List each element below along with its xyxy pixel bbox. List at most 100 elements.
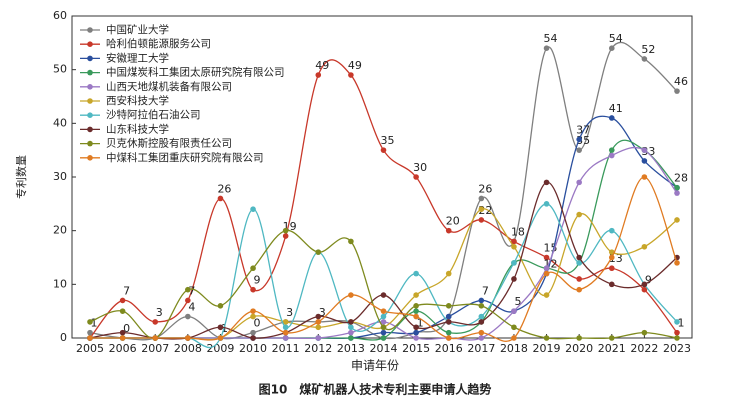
point (119, 329, 126, 336)
legend-marker (87, 112, 93, 118)
x-tick-label: 2014 (370, 342, 398, 355)
data-label: 1 (91, 317, 98, 330)
legend: 中国矿业大学哈利伯顿能源服务公司安徽理工大学中国煤炭科工集团太原研究院有限公司山… (80, 23, 285, 164)
point (380, 308, 387, 314)
point (445, 227, 452, 234)
point (185, 286, 191, 293)
point (478, 297, 485, 304)
x-tick-label: 2017 (467, 342, 495, 355)
point (315, 335, 322, 341)
point (315, 249, 322, 255)
point (445, 335, 452, 341)
y-tick-label: 40 (53, 116, 67, 129)
point (478, 313, 485, 320)
x-tick-label: 2018 (500, 342, 528, 355)
point (641, 281, 648, 288)
point (608, 147, 615, 153)
point (119, 297, 126, 304)
y-axis-label: 专利数量 (14, 155, 28, 199)
legend-label: 山西天地煤机装备有限公司 (106, 80, 232, 93)
point (608, 152, 615, 159)
x-tick-label: 2009 (206, 342, 234, 355)
point (478, 303, 485, 309)
legend-label: 山东科技大学 (106, 122, 169, 135)
point (674, 217, 680, 223)
point (478, 206, 485, 212)
legend-marker (87, 55, 93, 62)
point (282, 324, 289, 331)
point (543, 201, 550, 207)
point (348, 238, 354, 245)
point (413, 329, 419, 336)
point (576, 276, 582, 282)
point (348, 335, 354, 341)
point (119, 308, 126, 314)
point (608, 335, 615, 341)
y-tick-label: 60 (53, 9, 67, 22)
point (674, 184, 680, 191)
point (576, 147, 582, 153)
x-tick-label: 2012 (304, 342, 332, 355)
point (250, 286, 256, 293)
x-tick-label: 2015 (402, 342, 430, 355)
point (576, 179, 582, 186)
point (478, 217, 485, 223)
point (576, 211, 582, 218)
point (641, 147, 648, 153)
data-label: 4 (188, 301, 195, 314)
x-tick-label: 2010 (239, 342, 267, 355)
point (543, 265, 550, 272)
data-label: 49 (315, 59, 329, 72)
x-axis-label: 申请年份 (351, 359, 399, 373)
point (478, 329, 485, 336)
point (380, 313, 387, 320)
point (641, 243, 648, 250)
legend-marker (87, 126, 93, 133)
point (641, 56, 648, 62)
data-label: 3 (156, 306, 163, 319)
point (413, 324, 419, 331)
point (511, 238, 517, 245)
point (608, 115, 615, 121)
point (282, 233, 289, 239)
point (380, 292, 387, 298)
point (511, 335, 517, 341)
point (250, 265, 256, 272)
data-label: 0 (254, 317, 261, 330)
y-tick-label: 20 (53, 224, 67, 237)
x-tick-label: 2013 (337, 342, 365, 355)
point (380, 329, 387, 336)
legend-marker (87, 41, 93, 47)
point (185, 297, 191, 304)
data-label: 49 (348, 59, 362, 72)
y-tick-label: 30 (53, 170, 67, 183)
point (348, 324, 354, 331)
point (217, 324, 224, 331)
point (674, 335, 680, 341)
point (543, 270, 550, 277)
point (413, 308, 419, 314)
data-label: 52 (641, 43, 655, 56)
point (674, 329, 680, 336)
legend-marker (87, 98, 93, 104)
point (87, 329, 93, 336)
data-label: 26 (217, 182, 231, 195)
point (217, 335, 224, 341)
point (282, 319, 289, 325)
point (511, 276, 517, 282)
data-label: 18 (511, 225, 525, 238)
point (87, 335, 93, 341)
point (674, 260, 680, 266)
x-tick-label: 2011 (272, 342, 300, 355)
legend-label: 沙特阿拉伯石油公司 (106, 108, 201, 121)
point (576, 254, 582, 261)
point (478, 319, 485, 325)
point (576, 335, 582, 341)
legend-marker (87, 155, 93, 161)
point (641, 329, 648, 336)
legend-marker (87, 140, 93, 147)
point (315, 324, 322, 331)
point (217, 303, 224, 309)
point (445, 270, 452, 277)
point (152, 319, 159, 325)
